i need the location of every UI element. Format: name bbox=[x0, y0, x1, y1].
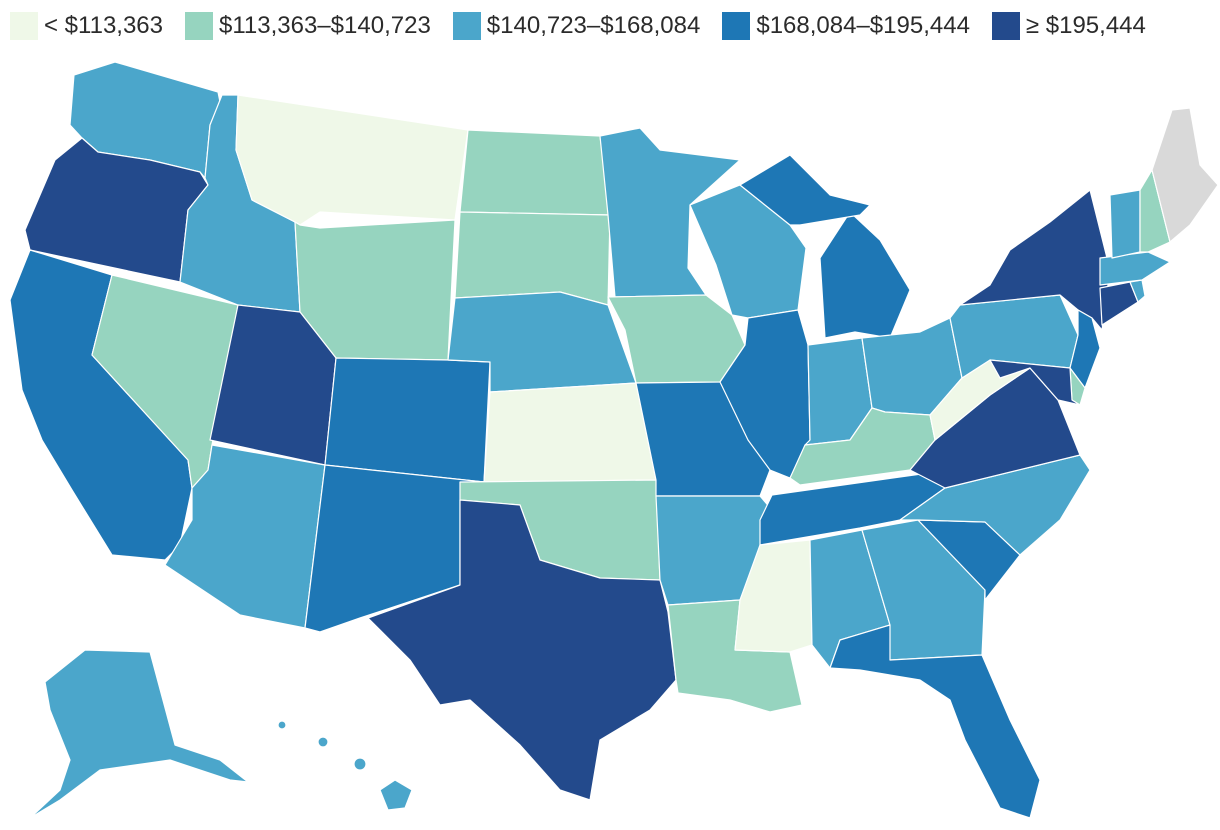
state-hi-island[interactable] bbox=[277, 720, 287, 730]
state-vt[interactable] bbox=[1109, 189, 1141, 259]
legend-item-bin-4: $168,084–$195,444 bbox=[722, 12, 970, 40]
state-mt[interactable] bbox=[235, 94, 469, 226]
state-ky[interactable] bbox=[789, 407, 936, 486]
state-ks[interactable] bbox=[483, 382, 657, 483]
state-tx[interactable] bbox=[367, 499, 677, 801]
state-nd[interactable] bbox=[459, 129, 611, 216]
legend-item-bin-5: ≥ $195,444 bbox=[991, 12, 1146, 40]
legend-label: < $113,363 bbox=[44, 12, 164, 39]
state-hi[interactable] bbox=[379, 779, 413, 811]
state-mn[interactable] bbox=[599, 127, 741, 298]
legend-item-bin-2: $113,363–$140,723 bbox=[185, 12, 431, 40]
legend-label: ≥ $195,444 bbox=[1025, 12, 1146, 39]
state-ma[interactable] bbox=[1099, 251, 1171, 286]
state-me[interactable] bbox=[1151, 107, 1219, 243]
state-fl[interactable] bbox=[829, 624, 1041, 819]
states-layer bbox=[9, 61, 1219, 819]
legend-swatch bbox=[185, 12, 214, 40]
state-nh[interactable] bbox=[1139, 169, 1171, 253]
legend-swatch bbox=[991, 12, 1020, 40]
state-sd[interactable] bbox=[454, 211, 611, 306]
state-mi-upper[interactable] bbox=[739, 154, 871, 226]
state-md[interactable] bbox=[989, 359, 1081, 406]
legend-label: $168,084–$195,444 bbox=[756, 12, 970, 39]
legend-label: $113,363–$140,723 bbox=[219, 12, 431, 39]
state-hi-island[interactable] bbox=[317, 736, 329, 748]
legend-swatch bbox=[10, 12, 38, 40]
state-hi-island[interactable] bbox=[353, 757, 367, 771]
map-legend: < $113,363 $113,363–$140,723 $140,723–$1… bbox=[10, 8, 1146, 44]
legend-swatch bbox=[452, 12, 481, 40]
state-ak[interactable] bbox=[29, 649, 249, 819]
state-il[interactable] bbox=[719, 309, 811, 479]
legend-item-bin-3: $140,723–$168,084 bbox=[452, 12, 701, 40]
legend-label: $140,723–$168,084 bbox=[486, 12, 701, 39]
state-mi[interactable] bbox=[819, 211, 911, 339]
state-co[interactable] bbox=[324, 357, 491, 483]
legend-swatch bbox=[722, 12, 751, 40]
legend-item-bin-1: < $113,363 bbox=[10, 12, 163, 40]
